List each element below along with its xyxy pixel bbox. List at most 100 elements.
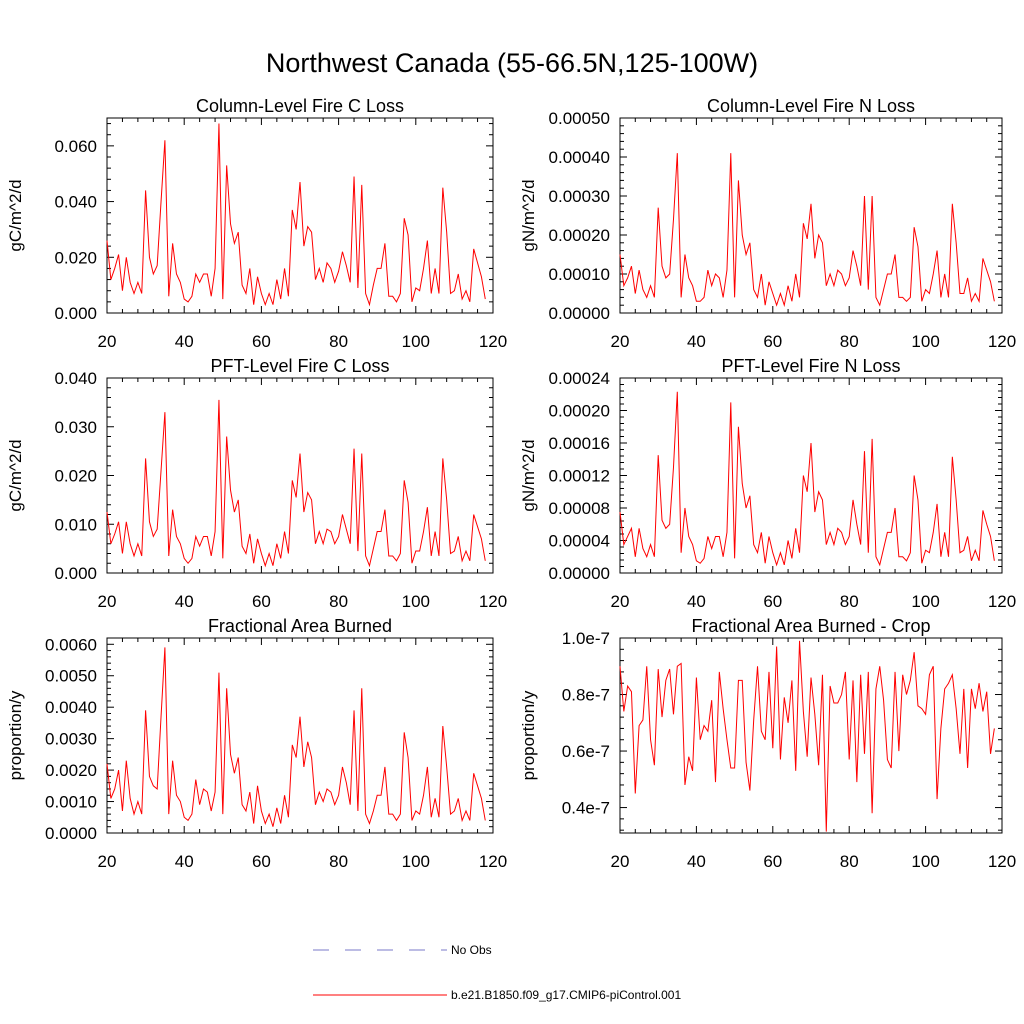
y-tick-label: 0.00000 (549, 564, 610, 583)
y-tick-label: 0.00012 (549, 467, 610, 486)
y-tick-label: 0.6e-7 (562, 742, 610, 761)
legend-label-model: b.e21.B1850.f09_g17.CMIP6-piControl.001 (451, 988, 681, 1002)
x-tick-label: 80 (329, 852, 348, 871)
y-axis-label: gN/m^2/d (519, 179, 538, 251)
x-tick-label: 120 (988, 332, 1016, 351)
x-tick-label: 80 (840, 852, 859, 871)
y-tick-label: 0.00040 (549, 148, 610, 167)
x-tick-label: 60 (763, 332, 782, 351)
x-tick-label: 20 (98, 332, 117, 351)
plot-frame (619, 117, 1003, 314)
y-tick-label: 0.0030 (45, 730, 97, 749)
plot-frame (106, 377, 494, 574)
x-tick-label: 100 (402, 592, 430, 611)
x-tick-label: 120 (988, 852, 1016, 871)
y-tick-label: 0.000 (54, 304, 97, 323)
y-tick-label: 1.0e-7 (562, 629, 610, 648)
x-tick-label: 20 (98, 592, 117, 611)
x-tick-label: 60 (252, 592, 271, 611)
x-tick-label: 40 (687, 592, 706, 611)
y-axis-label: gN/m^2/d (519, 439, 538, 511)
x-tick-label: 60 (252, 852, 271, 871)
figure-title: Northwest Canada (55-66.5N,125-100W) (266, 48, 758, 78)
chart-panel-crop: Fractional Area Burned - Crop 20 40 60 80 100… (519, 616, 1016, 871)
x-tick-label: 100 (402, 852, 430, 871)
x-tick-label: 20 (98, 852, 117, 871)
y-tick-label: 0.4e-7 (562, 799, 610, 818)
y-tick-label: 0.00004 (549, 532, 610, 551)
y-tick-label: 0.00020 (549, 402, 610, 421)
x-tick-label: 40 (687, 332, 706, 351)
chart-title: PFT-Level Fire N Loss (721, 356, 900, 376)
y-tick-label: 0.0050 (45, 667, 97, 686)
x-tick-label: 40 (687, 852, 706, 871)
x-tick-label: 40 (175, 852, 194, 871)
chart-panels: Column-Level Fire C Loss 20 40 60 80 100 120 0.… (6, 96, 1016, 871)
y-axis-label: gC/m^2/d (6, 439, 25, 511)
y-tick-label: 0.0000 (45, 824, 97, 843)
x-tick-label: 80 (329, 332, 348, 351)
y-tick-label: 0.000 (54, 564, 97, 583)
chart-panel-area: Fractional Area Burned 20 40 60 80 100 120 0.00… (6, 616, 507, 871)
y-tick-label: 0.0010 (45, 793, 97, 812)
y-tick-label: 0.00016 (549, 434, 610, 453)
legend: No Obs b.e21.B1850.f09_g17.CMIP6-piContr… (313, 943, 681, 1002)
x-tick-label: 100 (911, 852, 939, 871)
series-line (106, 123, 486, 307)
y-tick-label: 0.00050 (549, 109, 610, 128)
chart-title: PFT-Level Fire C Loss (210, 356, 389, 376)
chart-title: Fractional Area Burned (208, 616, 392, 636)
chart-panel-col-c: Column-Level Fire C Loss 20 40 60 80 100 120 0.… (6, 96, 507, 351)
legend-label-no-obs: No Obs (451, 943, 492, 957)
x-tick-label: 60 (252, 332, 271, 351)
series-line (106, 399, 486, 568)
x-tick-label: 120 (479, 852, 507, 871)
y-tick-label: 0.020 (54, 467, 97, 486)
y-tick-label: 0.00020 (549, 226, 610, 245)
series-line (106, 647, 486, 827)
y-tick-label: 0.00030 (549, 187, 610, 206)
y-axis-label: proportion/y (6, 690, 25, 780)
x-tick-label: 100 (402, 332, 430, 351)
plot-frame (106, 637, 494, 834)
x-tick-label: 40 (175, 332, 194, 351)
y-tick-label: 0.0060 (45, 635, 97, 654)
x-tick-label: 20 (611, 332, 630, 351)
chart-panel-col-n: Column-Level Fire N Loss 20 40 60 80 100 120 0.… (519, 96, 1016, 351)
y-tick-label: 0.00024 (549, 369, 610, 388)
y-axis-label: gC/m^2/d (6, 179, 25, 251)
y-tick-label: 0.010 (54, 515, 97, 534)
x-tick-label: 80 (840, 592, 859, 611)
series-line (619, 153, 995, 308)
x-tick-label: 40 (175, 592, 194, 611)
x-tick-label: 20 (611, 592, 630, 611)
plot-frame (619, 637, 1003, 834)
y-tick-label: 0.020 (54, 248, 97, 267)
y-tick-label: 0.00010 (549, 265, 610, 284)
y-tick-label: 0.030 (54, 418, 97, 437)
chart-title: Column-Level Fire C Loss (196, 96, 404, 116)
x-tick-label: 120 (988, 592, 1016, 611)
y-tick-label: 0.8e-7 (562, 686, 610, 705)
series-line (619, 640, 995, 832)
y-tick-label: 0.040 (54, 369, 97, 388)
chart-panel-pft-n: PFT-Level Fire N Loss 20 40 60 80 100 120 0.000… (519, 356, 1016, 611)
y-tick-label: 0.060 (54, 137, 97, 156)
y-tick-label: 0.040 (54, 193, 97, 212)
x-tick-label: 60 (763, 852, 782, 871)
x-tick-label: 80 (329, 592, 348, 611)
y-tick-label: 0.00008 (549, 499, 610, 518)
x-tick-label: 100 (911, 332, 939, 351)
chart-title: Column-Level Fire N Loss (707, 96, 915, 116)
x-tick-label: 120 (479, 332, 507, 351)
y-axis-label: proportion/y (519, 690, 538, 780)
chart-panel-pft-c: PFT-Level Fire C Loss 20 40 60 80 100 120 0.000… (6, 356, 507, 611)
plot-frame (106, 117, 494, 314)
y-tick-label: 0.0020 (45, 761, 97, 780)
x-tick-label: 120 (479, 592, 507, 611)
y-tick-label: 0.0040 (45, 698, 97, 717)
x-tick-label: 60 (763, 592, 782, 611)
chart-title: Fractional Area Burned - Crop (691, 616, 930, 636)
x-tick-label: 20 (611, 852, 630, 871)
